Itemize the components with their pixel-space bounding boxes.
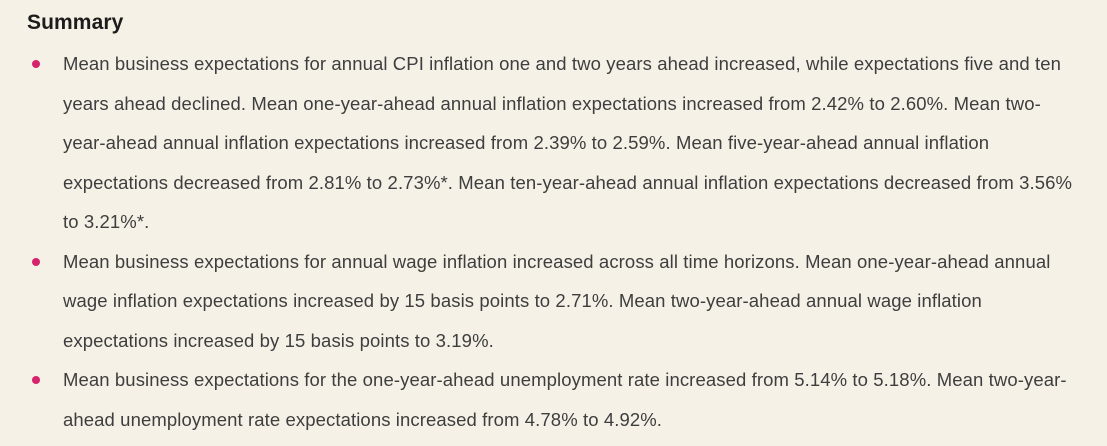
bullet-text: Mean business expectations for annual wa… bbox=[63, 250, 1051, 351]
bullet-text: Mean business expectations for annual CP… bbox=[63, 53, 1073, 232]
bullet-text: Mean business expectations for the one-y… bbox=[63, 369, 1067, 430]
bullet-icon bbox=[32, 257, 40, 266]
summary-bullet-list: Mean business expectations for annual CP… bbox=[27, 44, 1080, 439]
list-item: Mean business expectations for the one-y… bbox=[27, 360, 1080, 439]
list-item: Mean business expectations for annual CP… bbox=[27, 44, 1080, 242]
section-title: Summary bbox=[27, 11, 124, 34]
list-item: Mean business expectations for annual wa… bbox=[27, 242, 1080, 361]
bullet-icon bbox=[32, 60, 40, 68]
bullet-icon bbox=[32, 376, 40, 384]
